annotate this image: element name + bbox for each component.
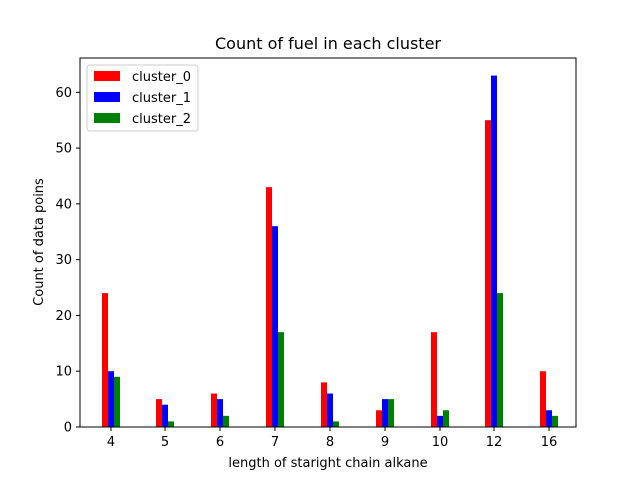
y-tick-label: 60 [55, 86, 72, 101]
bar-cluster_2-9 [388, 399, 394, 427]
y-axis-ticks: 0 10 20 30 40 50 60 [55, 86, 80, 436]
y-tick-label: 40 [55, 197, 72, 212]
bar-cluster_2-4 [114, 376, 120, 427]
bar-cluster_2-5 [168, 421, 174, 427]
bar-cluster_0-10 [431, 332, 437, 427]
bar-cluster_0-6 [211, 393, 217, 427]
bar-cluster_1-8 [327, 393, 333, 427]
x-tick-label: 5 [161, 435, 169, 450]
legend-swatch-cluster_1 [94, 92, 120, 102]
bar-cluster_2-12 [497, 293, 503, 427]
y-tick-label: 30 [55, 253, 72, 268]
x-tick-label: 9 [381, 435, 389, 450]
bar-cluster_0-5 [156, 399, 162, 427]
x-tick-label: 10 [432, 435, 449, 450]
chart-title: Count of fuel in each cluster [215, 34, 441, 53]
legend-label-cluster_0: cluster_0 [132, 70, 191, 85]
y-tick-label: 0 [64, 421, 72, 436]
x-tick-label: 12 [486, 435, 503, 450]
bar-cluster_2-8 [333, 421, 339, 427]
bar-cluster_0-4 [102, 293, 108, 427]
bar-cluster_0-8 [321, 382, 327, 427]
y-tick-label: 10 [55, 365, 72, 380]
bar-cluster_1-12 [491, 75, 497, 428]
legend: cluster_0 cluster_1 cluster_2 [86, 64, 199, 132]
y-tick-label: 50 [55, 142, 72, 157]
bar-cluster_1-6 [217, 399, 223, 427]
x-tick-label: 8 [326, 435, 334, 450]
bar-cluster_0-9 [376, 410, 382, 427]
x-tick-label: 7 [271, 435, 279, 450]
y-axis-label: Count of data poins [32, 178, 47, 306]
x-axis-ticks: 4 5 6 7 8 9 10 12 16 [107, 427, 557, 450]
bars-group [102, 75, 558, 428]
x-axis-label: length of staright chain alkane [228, 456, 427, 471]
legend-label-cluster_1: cluster_1 [132, 91, 191, 106]
legend-label-cluster_2: cluster_2 [132, 112, 191, 127]
bar-cluster_1-4 [108, 371, 114, 427]
x-tick-label: 4 [107, 435, 115, 450]
bar-cluster_1-9 [382, 399, 388, 427]
bar-cluster_1-5 [162, 404, 168, 427]
legend-swatch-cluster_0 [94, 71, 120, 81]
bar-cluster_2-7 [278, 332, 284, 427]
bar-cluster_2-10 [443, 410, 449, 427]
legend-swatch-cluster_2 [94, 113, 120, 123]
x-tick-label: 16 [541, 435, 558, 450]
bar-cluster_1-16 [546, 410, 552, 427]
y-tick-label: 20 [55, 309, 72, 324]
bar-cluster_1-10 [437, 415, 443, 427]
bar-cluster_0-12 [485, 120, 491, 428]
plot-frame [79, 57, 577, 428]
bar-cluster_0-7 [266, 187, 272, 427]
x-tick-label: 6 [216, 435, 224, 450]
bar-cluster_2-6 [223, 415, 229, 427]
bar-cluster_0-16 [540, 371, 546, 427]
bar-cluster_2-16 [552, 415, 558, 427]
bar-cluster_1-7 [272, 226, 278, 427]
